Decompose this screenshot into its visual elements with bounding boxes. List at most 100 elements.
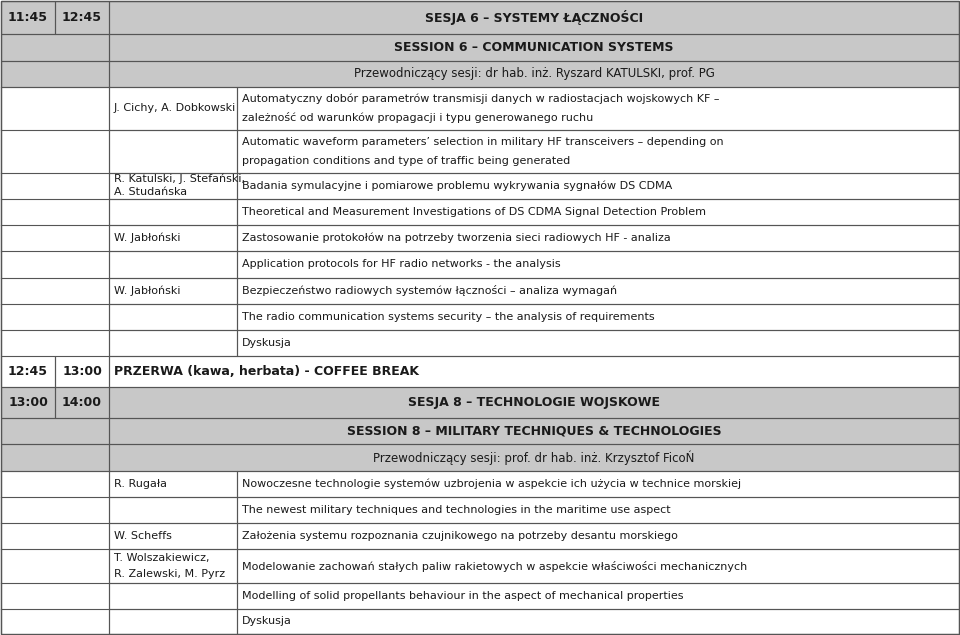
Bar — [109, 356, 959, 387]
Bar — [1, 34, 109, 60]
Bar — [1, 356, 55, 387]
Bar — [1, 583, 109, 609]
Bar — [237, 199, 959, 225]
Bar — [109, 130, 237, 173]
Text: Modelling of solid propellants behaviour in the aspect of mechanical properties: Modelling of solid propellants behaviour… — [242, 591, 684, 601]
Bar — [1, 87, 109, 130]
Bar — [237, 330, 959, 356]
Text: R. Katulski, J. Stefański,: R. Katulski, J. Stefański, — [114, 174, 245, 185]
Text: 12:45: 12:45 — [8, 365, 48, 378]
Bar — [1, 444, 109, 471]
Bar — [109, 225, 237, 251]
Bar — [109, 34, 959, 60]
Bar — [109, 199, 237, 225]
Bar — [109, 251, 237, 277]
Text: W. Jabłoński: W. Jabłoński — [114, 285, 180, 296]
Bar — [237, 199, 959, 225]
Bar — [109, 1, 959, 34]
Bar — [1, 418, 109, 444]
Bar — [109, 583, 237, 609]
Text: Bezpieczeństwo radiowych systemów łączności – analiza wymagań: Bezpieczeństwo radiowych systemów łączno… — [242, 285, 617, 296]
Bar — [237, 583, 959, 609]
Text: W. Scheffs: W. Scheffs — [114, 531, 172, 541]
Bar — [1, 304, 109, 330]
Bar — [109, 130, 237, 173]
Bar — [237, 225, 959, 251]
Bar — [109, 330, 237, 356]
Bar — [109, 277, 237, 304]
Bar — [237, 87, 959, 130]
Text: Założenia systemu rozpoznania czujnikowego na potrzeby desantu morskiego: Założenia systemu rozpoznania czujnikowe… — [242, 531, 678, 541]
Bar — [109, 523, 237, 549]
Bar — [109, 471, 237, 497]
Bar — [109, 549, 237, 583]
Bar — [237, 87, 959, 130]
Bar — [109, 1, 959, 34]
Bar — [109, 34, 959, 60]
Bar — [109, 60, 959, 87]
Text: Przewodniczący sesji: dr hab. inż. Ryszard KATULSKI, prof. PG: Przewodniczący sesji: dr hab. inż. Rysza… — [353, 67, 714, 80]
Text: Modelowanie zachowań stałych paliw rakietowych w aspekcie właściwości mechaniczn: Modelowanie zachowań stałych paliw rakie… — [242, 561, 747, 572]
Bar — [1, 60, 109, 87]
Bar — [109, 330, 237, 356]
Bar — [109, 356, 959, 387]
Text: Dyskusja: Dyskusja — [242, 617, 292, 627]
Bar — [55, 1, 109, 34]
Text: Przewodniczący sesji: prof. dr hab. inż. Krzysztof FicoŃ: Przewodniczący sesji: prof. dr hab. inż.… — [373, 450, 695, 465]
Bar — [1, 330, 109, 356]
Text: propagation conditions and type of traffic being generated: propagation conditions and type of traff… — [242, 156, 570, 166]
Bar — [109, 609, 237, 634]
Text: 13:00: 13:00 — [8, 396, 48, 409]
Bar — [1, 523, 109, 549]
Bar — [1, 609, 109, 634]
Bar — [1, 471, 109, 497]
Bar — [109, 523, 237, 549]
Bar — [55, 1, 109, 34]
Text: PRZERWA (kawa, herbata) - COFFEE BREAK: PRZERWA (kawa, herbata) - COFFEE BREAK — [114, 365, 419, 378]
Bar — [55, 356, 109, 387]
Bar — [1, 387, 55, 418]
Text: SESJA 8 – TECHNOLOGIE WOJSKOWE: SESJA 8 – TECHNOLOGIE WOJSKOWE — [408, 396, 660, 409]
Bar — [1, 444, 109, 471]
Bar — [109, 304, 237, 330]
Bar — [109, 304, 237, 330]
Text: zależność od warunków propagacji i typu generowanego ruchu: zależność od warunków propagacji i typu … — [242, 112, 593, 123]
Bar — [109, 251, 237, 277]
Text: A. Studańska: A. Studańska — [114, 187, 187, 197]
Bar — [1, 497, 109, 523]
Text: Application protocols for HF radio networks - the analysis: Application protocols for HF radio netwo… — [242, 260, 561, 269]
Bar — [237, 609, 959, 634]
Bar — [237, 277, 959, 304]
Text: Automatic waveform parameters’ selection in military HF transceivers – depending: Automatic waveform parameters’ selection… — [242, 137, 724, 147]
Bar — [237, 304, 959, 330]
Bar — [1, 387, 55, 418]
Bar — [109, 609, 237, 634]
Bar — [237, 549, 959, 583]
Bar — [237, 130, 959, 173]
Bar — [237, 304, 959, 330]
Bar — [109, 87, 237, 130]
Bar — [109, 497, 237, 523]
Text: W. Jabłoński: W. Jabłoński — [114, 233, 180, 243]
Bar — [55, 387, 109, 418]
Bar — [1, 173, 109, 199]
Bar — [109, 418, 959, 444]
Bar — [1, 199, 109, 225]
Bar — [237, 173, 959, 199]
Bar — [109, 418, 959, 444]
Text: T. Wolszakiewicz,: T. Wolszakiewicz, — [114, 552, 209, 563]
Bar — [237, 523, 959, 549]
Bar — [109, 444, 959, 471]
Bar — [109, 444, 959, 471]
Bar — [1, 277, 109, 304]
Bar — [1, 418, 109, 444]
Bar — [109, 173, 237, 199]
Bar — [237, 251, 959, 277]
Text: 14:00: 14:00 — [62, 396, 102, 409]
Bar — [237, 130, 959, 173]
Bar — [109, 277, 237, 304]
Bar — [237, 251, 959, 277]
Bar — [109, 471, 237, 497]
Bar — [1, 1, 55, 34]
Bar — [109, 387, 959, 418]
